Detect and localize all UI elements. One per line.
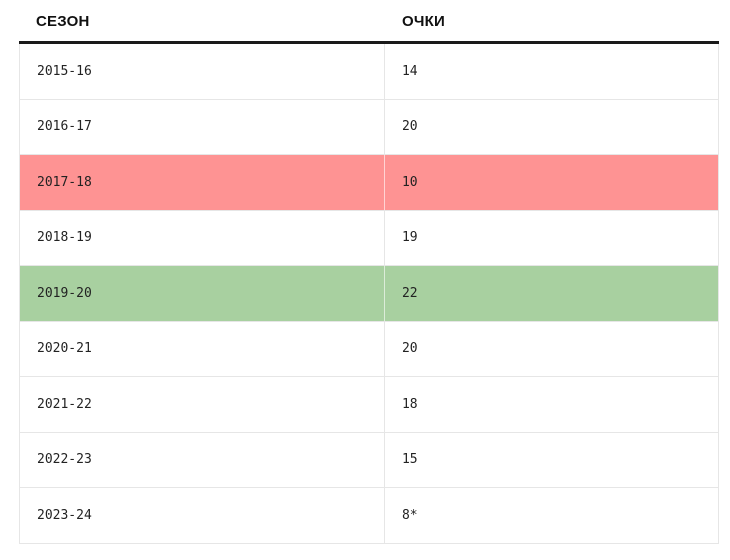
- table-row: 2023-24 8*: [20, 488, 718, 544]
- season-cell: 2023-24: [20, 488, 385, 543]
- season-cell: 2022-23: [20, 432, 385, 487]
- season-cell: 2016-17: [20, 99, 385, 154]
- table-row: 2015-16 14: [20, 44, 718, 100]
- table-row: 2020-21 20: [20, 321, 718, 377]
- season-cell: 2015-16: [20, 44, 385, 99]
- season-cell: 2019-20: [20, 266, 385, 321]
- table-row: 2018-19 19: [20, 210, 718, 266]
- points-cell: 8*: [401, 507, 418, 523]
- table-row: 2021-22 18: [20, 377, 718, 433]
- table-header-row: СЕЗОН ОЧКИ: [19, 0, 719, 44]
- points-cell: 19: [401, 230, 418, 246]
- table-row: 2022-23 15: [20, 432, 718, 488]
- points-cell: 18: [401, 396, 418, 412]
- points-cell: 22: [401, 285, 418, 301]
- season-cell: 2021-22: [20, 377, 385, 432]
- table-row: 2019-20 22: [20, 266, 718, 322]
- points-cell: 20: [401, 341, 418, 357]
- header-points: ОЧКИ: [402, 13, 445, 30]
- season-cell: 2018-19: [20, 210, 385, 265]
- header-season: СЕЗОН: [36, 13, 90, 30]
- table-row: 2016-17 20: [20, 99, 718, 155]
- points-cell: 10: [401, 174, 418, 190]
- points-cell: 14: [401, 63, 418, 79]
- points-cell: 15: [401, 452, 418, 468]
- points-cell: 20: [401, 119, 418, 135]
- season-cell: 2017-18: [20, 155, 385, 210]
- table-body: 2015-16 14 2016-17 20 2017-18 10 2018-19…: [19, 44, 719, 544]
- season-points-table: СЕЗОН ОЧКИ 2015-16 14 2016-17 20 2017-18…: [19, 0, 719, 544]
- season-cell: 2020-21: [20, 321, 385, 376]
- table-row: 2017-18 10: [20, 155, 718, 211]
